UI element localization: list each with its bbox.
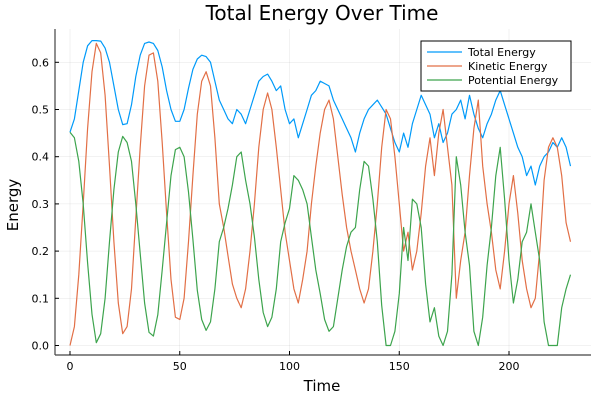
chart-title: Total Energy Over Time <box>205 1 439 25</box>
axes <box>54 29 591 356</box>
series-line-total-energy <box>69 39 572 186</box>
series-line-potential-energy <box>69 131 572 347</box>
legend: Total Energy Kinetic Energy Potential En… <box>420 40 572 92</box>
legend-label-total: Total Energy <box>467 46 536 59</box>
y-tick-label: 0.4 <box>32 151 50 164</box>
y-tick-label: 0.6 <box>32 56 50 69</box>
legend-label-kinetic: Kinetic Energy <box>468 60 548 73</box>
y-tick-label: 0.3 <box>32 198 50 211</box>
x-axis-label: Time <box>303 377 341 395</box>
y-tick-label: 0.0 <box>32 340 50 353</box>
x-tick-label: 0 <box>67 360 74 373</box>
x-ticks: 0 50 100 150 200 <box>67 351 520 373</box>
x-tick-label: 50 <box>173 360 187 373</box>
series-lines <box>69 39 572 347</box>
x-tick-label: 100 <box>279 360 300 373</box>
y-tick-label: 0.1 <box>32 292 50 305</box>
y-tick-label: 0.5 <box>32 104 50 117</box>
y-tick-label: 0.2 <box>32 245 50 258</box>
series-line-kinetic-energy <box>69 42 572 346</box>
x-tick-label: 150 <box>389 360 410 373</box>
legend-label-potential: Potential Energy <box>468 74 559 87</box>
y-ticks: 0.0 0.1 0.2 0.3 0.4 0.5 0.6 <box>32 56 59 353</box>
y-axis-label: Energy <box>4 179 22 232</box>
x-tick-label: 200 <box>499 360 520 373</box>
